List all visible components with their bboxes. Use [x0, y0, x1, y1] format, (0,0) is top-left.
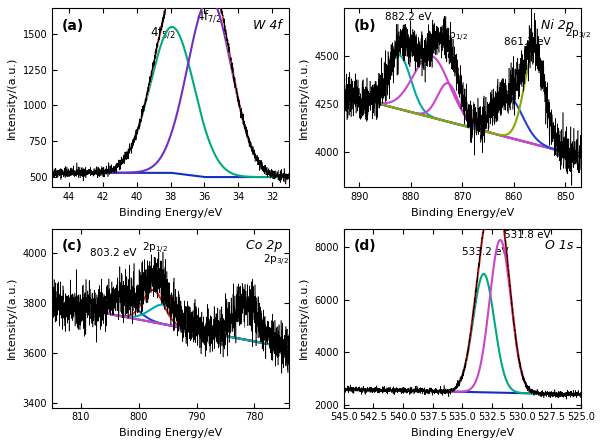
- Y-axis label: Intensity/(a.u.): Intensity/(a.u.): [299, 57, 309, 139]
- Text: (d): (d): [353, 239, 376, 253]
- Text: 882.2 eV: 882.2 eV: [385, 12, 432, 22]
- Text: (c): (c): [62, 239, 83, 253]
- Text: 2p$_{1/2}$: 2p$_{1/2}$: [442, 28, 468, 44]
- Text: O 1s: O 1s: [545, 239, 574, 252]
- Text: 2p$_{3/2}$: 2p$_{3/2}$: [263, 253, 289, 268]
- X-axis label: Binding Energy/eV: Binding Energy/eV: [119, 428, 222, 438]
- Text: W 4f: W 4f: [253, 19, 282, 32]
- X-axis label: Binding Energy/eV: Binding Energy/eV: [411, 207, 514, 218]
- Text: Co 2p: Co 2p: [246, 239, 282, 252]
- Text: (a): (a): [62, 19, 84, 33]
- Y-axis label: Intensity/(a.u.): Intensity/(a.u.): [299, 277, 309, 359]
- Text: 2p$_{3/2}$: 2p$_{3/2}$: [565, 27, 592, 42]
- X-axis label: Binding Energy/eV: Binding Energy/eV: [119, 207, 222, 218]
- Text: 531.8 eV: 531.8 eV: [504, 230, 550, 240]
- Y-axis label: Intensity/(a.u.): Intensity/(a.u.): [7, 57, 17, 139]
- Text: 861.2 eV: 861.2 eV: [503, 36, 550, 47]
- Text: (b): (b): [353, 19, 376, 33]
- Text: 4f$_{5/2}$: 4f$_{5/2}$: [151, 24, 176, 40]
- Y-axis label: Intensity/(a.u.): Intensity/(a.u.): [7, 277, 17, 359]
- Text: 533.2 eV: 533.2 eV: [463, 247, 509, 257]
- Text: Ni 2p: Ni 2p: [541, 19, 574, 32]
- X-axis label: Binding Energy/eV: Binding Energy/eV: [411, 428, 514, 438]
- Text: 4f$_{7/2}$: 4f$_{7/2}$: [196, 8, 222, 24]
- Text: 2p$_{1/2}$: 2p$_{1/2}$: [142, 241, 167, 256]
- Text: 803.2 eV: 803.2 eV: [89, 248, 136, 258]
